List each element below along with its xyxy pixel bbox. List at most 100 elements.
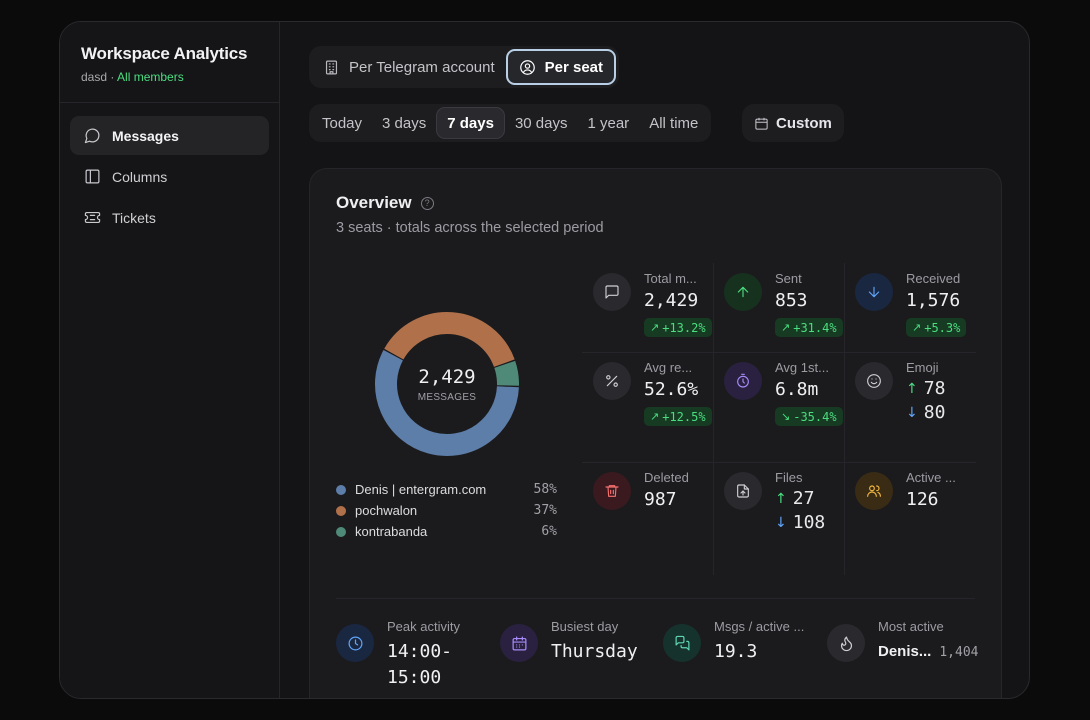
sidebar-item-messages[interactable]: Messages <box>70 116 269 155</box>
donut-center: 2,429 MESSAGES <box>372 309 522 459</box>
users-icon <box>855 472 893 510</box>
help-icon[interactable]: ? <box>420 196 434 210</box>
highlight-label: Peak activity <box>387 619 460 634</box>
stat-avg-response: Avg re... 52.6% ↗ +12.5% <box>582 352 713 452</box>
stat-deleted: Deleted 987 <box>582 462 713 562</box>
smile-icon <box>855 362 893 400</box>
highlight-peak-activity: Peak activity 14:00- 15:00 <box>336 619 460 698</box>
trend-up-icon: ↗ <box>781 321 791 334</box>
legend-dot <box>336 505 346 516</box>
stat-received: Received 1,576 ↗ +5.3% <box>844 263 975 363</box>
most-active-count: 1,404 <box>939 645 979 660</box>
sidebar-nav: Messages Columns Tickets <box>60 103 279 237</box>
stat-label: Sent <box>775 271 802 286</box>
donut-svg <box>375 312 519 456</box>
sidebar-item-tickets[interactable]: Tickets <box>70 198 269 237</box>
legend-name: pochwalon <box>355 503 418 518</box>
workspace-separator: · <box>107 70 118 84</box>
highlight-busiest-day: Busiest day Thursday <box>500 619 638 698</box>
range-30-days[interactable]: 30 days <box>514 114 568 132</box>
legend-item: kontrabanda 6% <box>336 521 557 542</box>
stat-down-line: ↓ 108 <box>775 512 825 533</box>
grid-divider <box>844 263 845 575</box>
tab-per-telegram-account[interactable]: Per Telegram account <box>312 49 506 85</box>
trend-badge: ↗ +12.5% <box>644 407 712 426</box>
stat-value: 52.6% <box>644 379 699 400</box>
sidebar-item-label: Columns <box>112 168 168 185</box>
stat-up-line: ↑ 27 <box>775 488 825 509</box>
trend-down-icon: ↘ <box>781 410 791 423</box>
tab-label: Per seat <box>544 58 604 76</box>
highlight-value: 14:00- 15:00 <box>387 639 460 691</box>
stat-label: Total m... <box>644 271 697 286</box>
stat-label: Active ... <box>906 470 956 485</box>
columns-icon <box>83 168 101 186</box>
ticket-icon <box>83 209 101 227</box>
stat-value: 853 <box>775 290 808 311</box>
range-selector: Today 3 days 7 days 30 days 1 year All t… <box>309 104 712 142</box>
stat-value: 126 <box>906 489 939 510</box>
highlight-value: Denis... 1,404 <box>878 639 979 666</box>
stat-label: Avg 1st... <box>775 360 829 375</box>
messages-donut-chart: 2,429 MESSAGES <box>372 309 522 459</box>
stat-up-value: 27 <box>792 488 815 509</box>
highlight-value: 19.3 <box>714 641 758 662</box>
workspace-title: Workspace Analytics <box>81 44 248 63</box>
custom-range-button[interactable]: Custom <box>742 104 844 142</box>
trend-value: +13.2% <box>662 320 706 335</box>
stat-value: 2,429 <box>644 290 699 311</box>
donut-slice-pochwalon[interactable] <box>384 312 515 368</box>
range-3-days[interactable]: 3 days <box>382 114 427 132</box>
donut-slice-denis-entergram-com[interactable] <box>375 350 519 456</box>
stat-files: Files ↑ 27 ↓ 108 <box>713 462 844 562</box>
custom-label: Custom <box>776 114 832 132</box>
mode-toggle: Per Telegram account Per seat <box>309 46 620 88</box>
tab-per-seat[interactable]: Per seat <box>505 49 617 85</box>
legend-percent: 37% <box>533 503 557 518</box>
arrow-up-icon: ↑ <box>906 380 918 397</box>
stat-active: Active ... 126 <box>844 462 975 562</box>
range-all-time[interactable]: All time <box>649 114 699 132</box>
legend-dot <box>336 484 346 495</box>
stat-up-line: ↑ 78 <box>906 378 945 399</box>
grid-divider <box>582 352 976 353</box>
stat-label: Received <box>906 271 961 286</box>
trend-badge: ↗ +5.3% <box>906 318 967 337</box>
trend-up-icon: ↗ <box>650 410 660 423</box>
stat-value: 6.8m <box>775 379 819 400</box>
trend-badge: ↗ +31.4% <box>775 318 843 337</box>
legend-item: Denis | entergram.com 58% <box>336 479 557 500</box>
building-icon <box>325 60 338 74</box>
highlight-label: Busiest day <box>551 619 619 634</box>
file-upload-icon <box>724 472 762 510</box>
legend-dot <box>336 526 346 537</box>
donut-slice-kontrabanda[interactable] <box>494 360 519 386</box>
trend-value: -35.4% <box>793 409 837 424</box>
arrow-up-icon: ↑ <box>775 490 787 507</box>
range-today[interactable]: Today <box>322 114 363 132</box>
trend-badge: ↗ +13.2% <box>644 318 712 337</box>
arrow-down-icon: ↓ <box>906 404 918 421</box>
stat-label: Deleted <box>644 470 689 485</box>
trash-icon <box>593 472 631 510</box>
chat-bubble-icon <box>83 127 101 145</box>
highlight-most-active: Most active Denis... 1,404 <box>827 619 979 698</box>
donut-legend: Denis | entergram.com 58% pochwalon 37% … <box>336 479 557 542</box>
tab-label: Per Telegram account <box>349 58 495 76</box>
peak-start: 14:00- <box>387 641 453 662</box>
range-1-year[interactable]: 1 year <box>587 114 630 132</box>
trend-up-icon: ↗ <box>650 321 660 334</box>
stat-avg-first-response: Avg 1st... 6.8m ↘ -35.4% <box>713 352 844 452</box>
arrow-up-icon <box>724 273 762 311</box>
stat-down-line: ↓ 80 <box>906 402 945 423</box>
overview-title-text: Overview <box>336 193 412 212</box>
range-7-days[interactable]: 7 days <box>436 107 505 139</box>
trend-value: +31.4% <box>793 320 837 335</box>
legend-name: kontrabanda <box>355 524 428 539</box>
sidebar-item-columns[interactable]: Columns <box>70 157 269 196</box>
workspace-scope-link[interactable]: All members <box>117 70 184 84</box>
trend-up-icon: ↗ <box>912 321 922 334</box>
stat-value: 1,576 <box>906 290 961 311</box>
stat-up-value: 78 <box>923 378 946 399</box>
peak-end: 15:00 <box>387 667 442 688</box>
